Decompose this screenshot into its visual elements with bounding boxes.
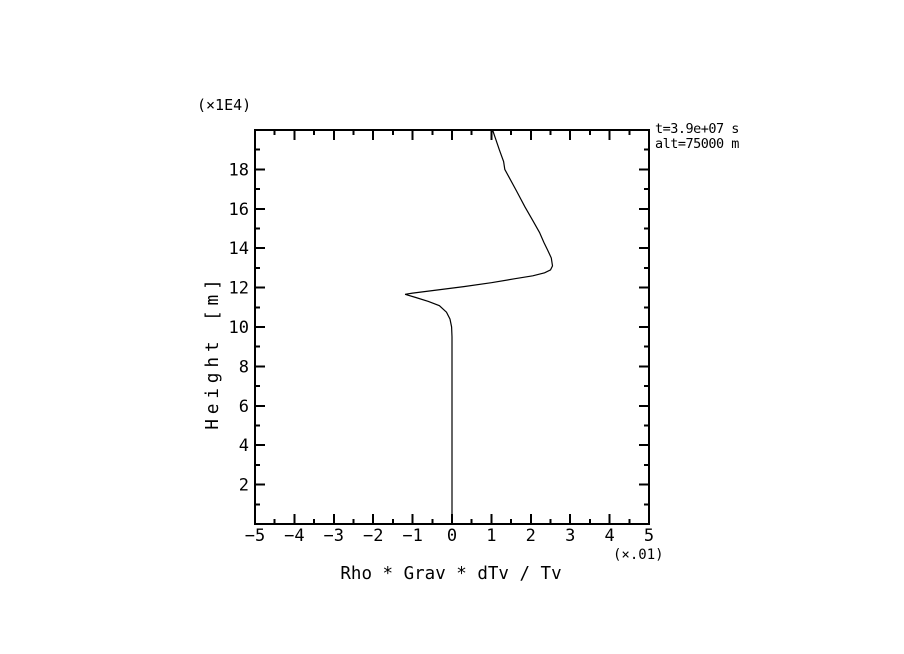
x-axis-scale-label: (×.01) bbox=[613, 547, 664, 563]
x-tick-label: −4 bbox=[284, 526, 304, 546]
x-tick-label: 3 bbox=[565, 526, 575, 546]
y-axis-scale-label: (×1E4) bbox=[197, 96, 252, 114]
x-tick-label: −2 bbox=[363, 526, 383, 546]
x-tick-label: −1 bbox=[402, 526, 422, 546]
x-tick-label: −3 bbox=[324, 526, 344, 546]
x-tick-label: −5 bbox=[245, 526, 265, 546]
x-tick-label: 1 bbox=[486, 526, 496, 546]
y-tick-label: 18 bbox=[229, 160, 249, 180]
y-tick-label: 16 bbox=[229, 200, 249, 220]
y-tick-label: 6 bbox=[239, 397, 249, 417]
x-tick-label: 0 bbox=[447, 526, 457, 546]
y-tick-label: 10 bbox=[229, 318, 249, 338]
y-tick-label: 12 bbox=[229, 279, 249, 299]
annotation-block: t=3.9e+07 s alt=75000 m bbox=[655, 122, 739, 152]
y-tick-label: 14 bbox=[229, 239, 249, 259]
x-tick-label: 4 bbox=[604, 526, 614, 546]
annotation-time: t=3.9e+07 s bbox=[655, 121, 739, 137]
annotation-altitude: alt=75000 m bbox=[655, 136, 739, 152]
x-tick-label: 2 bbox=[526, 526, 536, 546]
y-tick-label: 8 bbox=[239, 357, 249, 377]
y-tick-label: 2 bbox=[239, 476, 249, 496]
y-axis-title: Height [m] bbox=[203, 274, 223, 430]
x-tick-label: 5 bbox=[644, 526, 654, 546]
x-axis-title: Rho * Grav * dTv / Tv bbox=[340, 564, 562, 584]
data-curve bbox=[404, 129, 554, 524]
y-tick-label: 4 bbox=[239, 436, 249, 456]
